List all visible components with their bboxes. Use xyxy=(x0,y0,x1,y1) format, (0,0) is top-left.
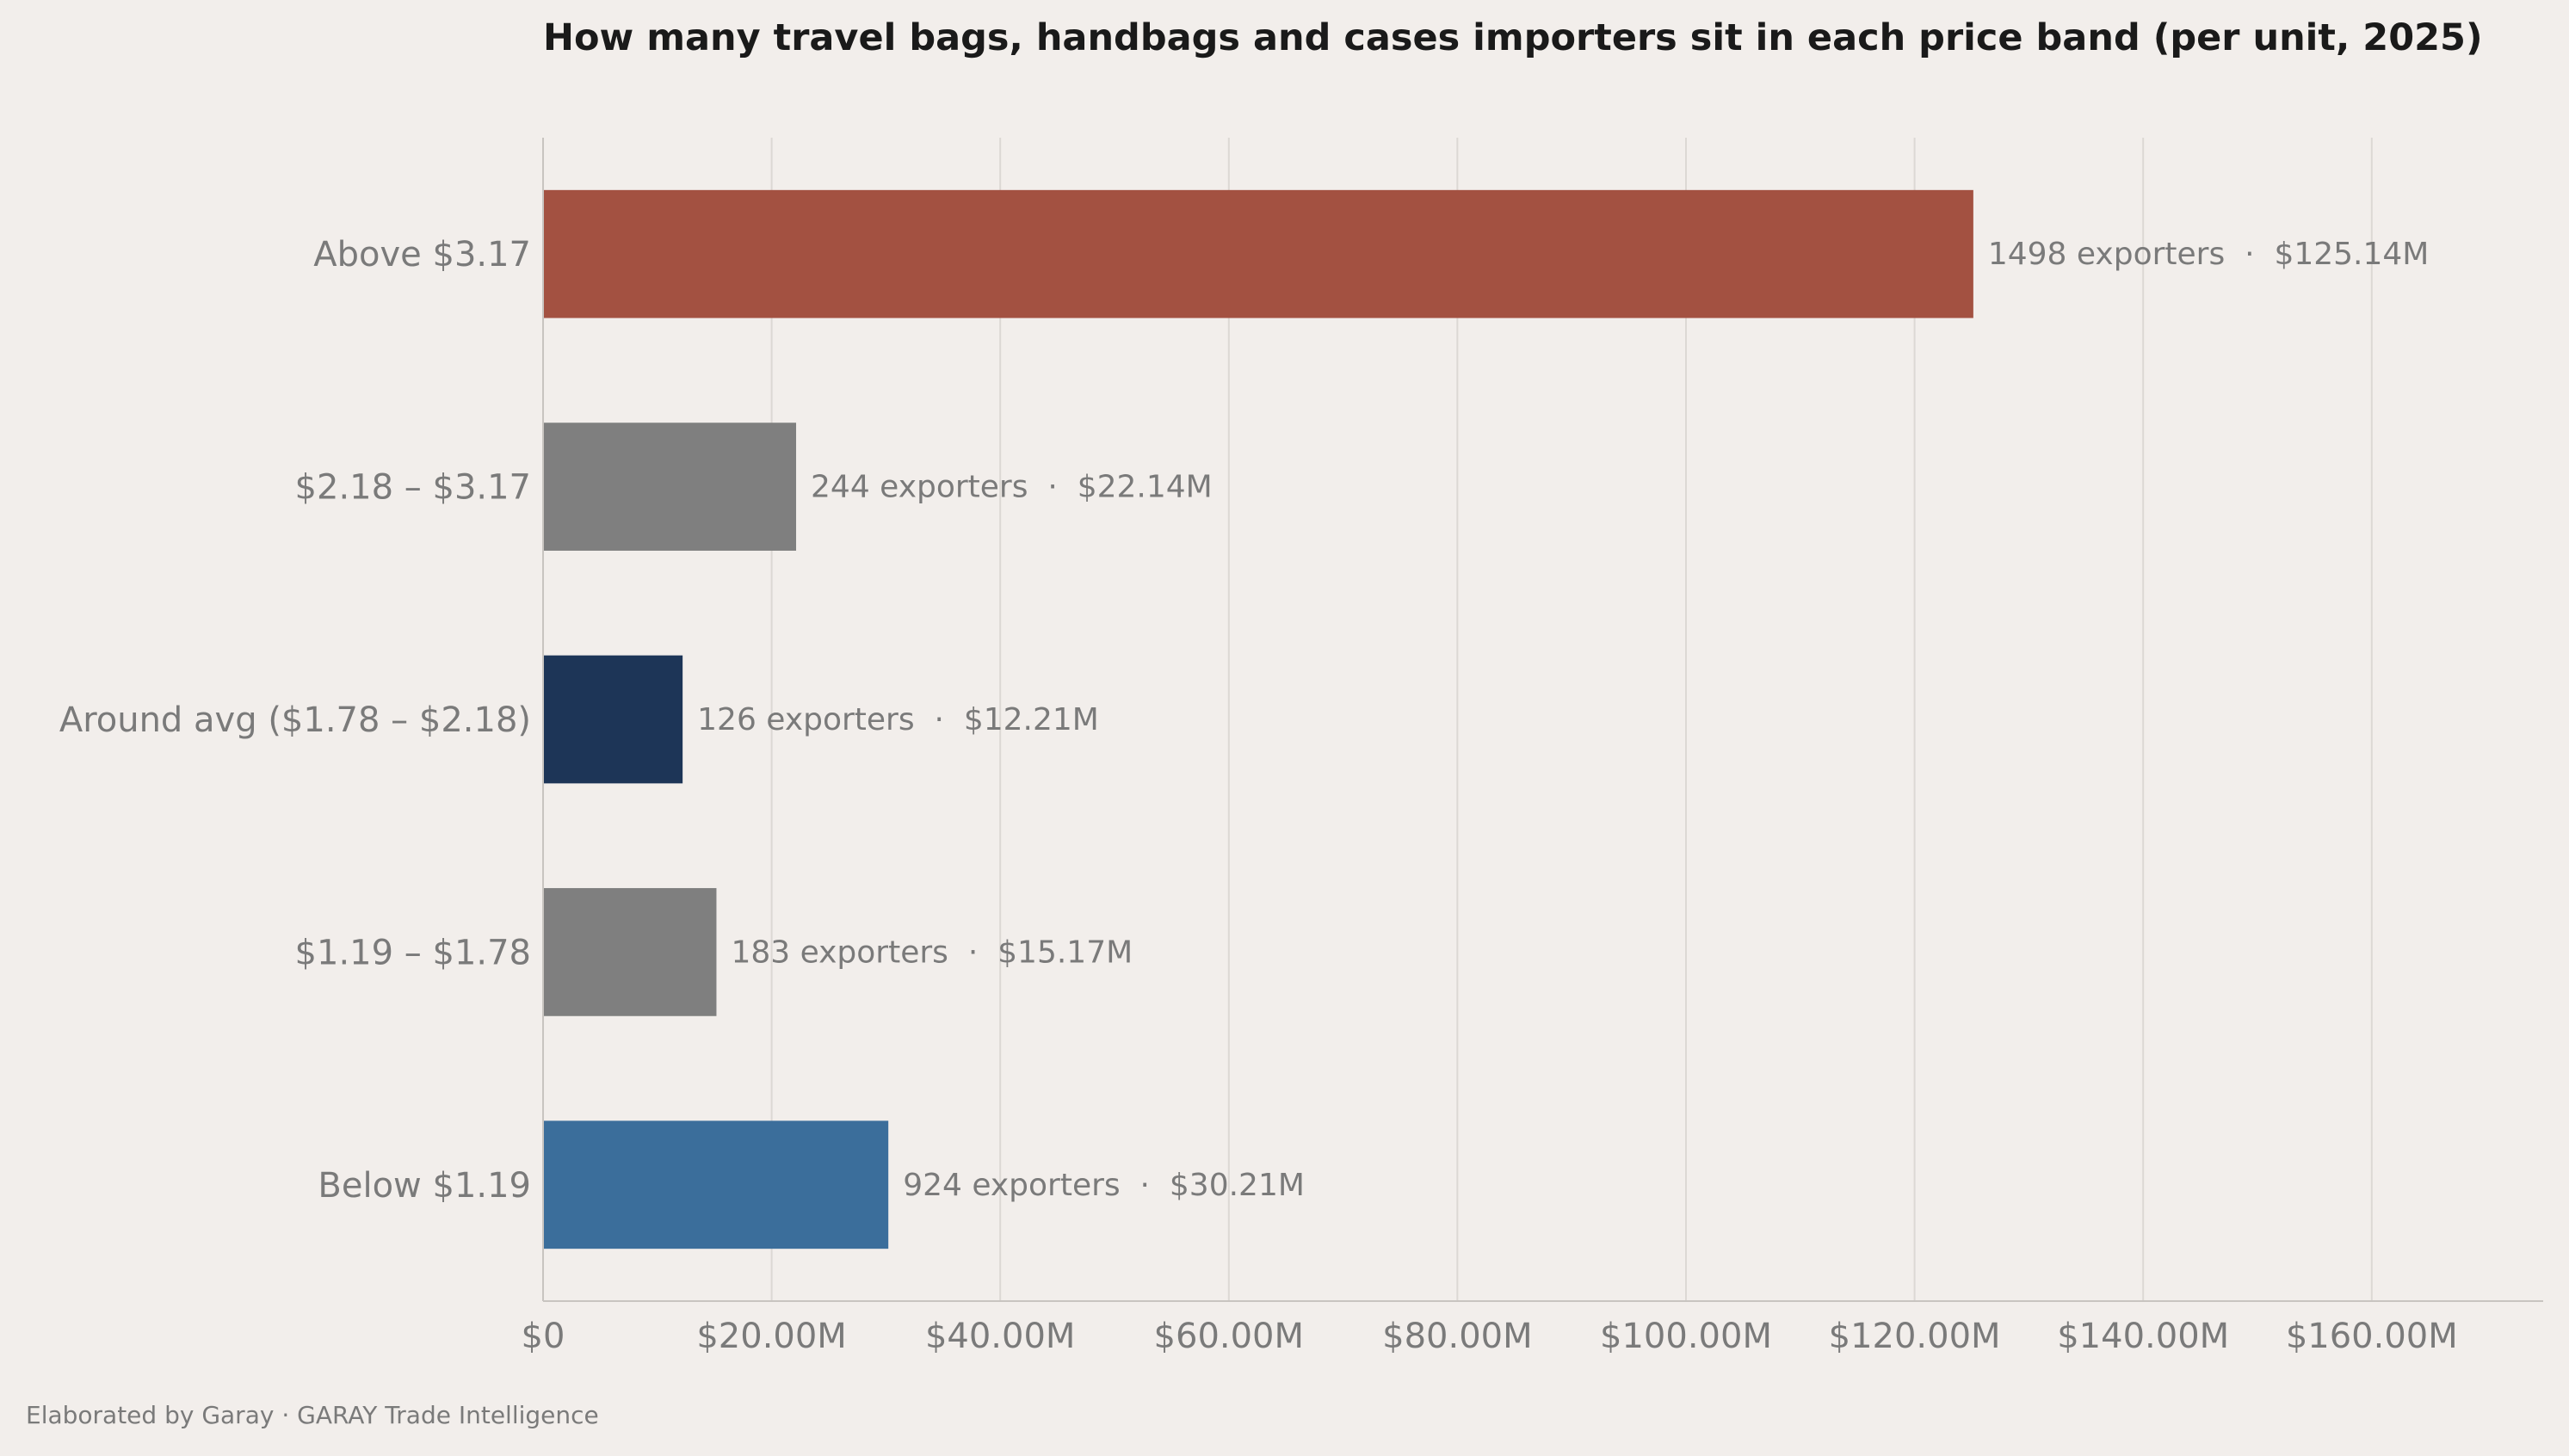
bar xyxy=(543,655,683,784)
grid-lines xyxy=(770,138,2373,1301)
y-tick-label: Below $1.19 xyxy=(318,1166,531,1206)
x-tick-label: $120.00M xyxy=(1829,1317,2001,1356)
data-label: 924 exporters · $30.21M xyxy=(903,1168,1305,1203)
data-label: 126 exporters · $12.21M xyxy=(697,702,1099,737)
bar xyxy=(543,423,797,551)
data-label: 244 exporters · $22.14M xyxy=(811,470,1213,505)
bar xyxy=(543,189,1973,318)
y-tick-label: $2.18 – $3.17 xyxy=(295,468,531,508)
y-tick-label: $1.19 – $1.78 xyxy=(295,933,531,972)
x-tick-label: $100.00M xyxy=(1600,1317,1772,1356)
x-tick-label: $20.00M xyxy=(696,1317,846,1356)
axes: $0 $20.00M $40.00M $60.00M $80.00M $100.00M $1… xyxy=(522,138,2543,1356)
chart-title: How many travel bags, handbags and cases… xyxy=(543,16,2483,59)
bar xyxy=(543,888,717,1016)
labels: Above $3.17 1498 exporters · $125.14M $2.1… xyxy=(59,235,2430,1206)
x-tick-label: $0 xyxy=(522,1317,565,1356)
footer-credit: Elaborated by Garay · GARAY Trade Intell… xyxy=(26,1401,599,1429)
bars xyxy=(543,189,1973,1249)
data-label: 1498 exporters · $125.14M xyxy=(1988,237,2430,272)
bar xyxy=(543,1120,889,1249)
x-tick-label: $40.00M xyxy=(925,1317,1075,1356)
data-label: 183 exporters · $15.17M xyxy=(731,935,1133,970)
x-tick-label: $60.00M xyxy=(1154,1317,1304,1356)
y-tick-label: Above $3.17 xyxy=(313,235,531,275)
x-tick-label: $160.00M xyxy=(2286,1317,2458,1356)
y-tick-label: Around avg ($1.78 – $2.18) xyxy=(59,700,531,740)
x-tick-label: $80.00M xyxy=(1382,1317,1532,1356)
x-tick-label: $140.00M xyxy=(2057,1317,2229,1356)
